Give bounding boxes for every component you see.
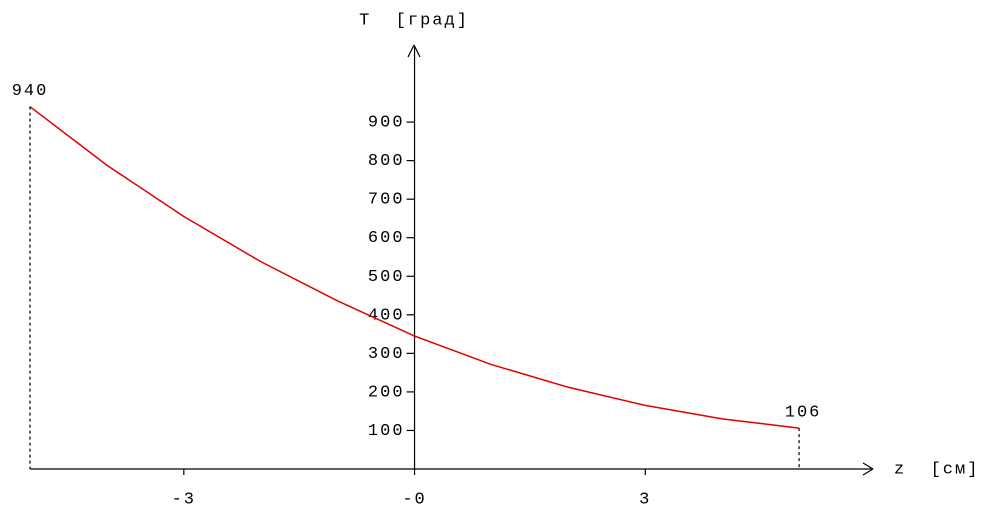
- x-axis-arrow: [862, 462, 874, 476]
- y-tick-label: 400: [368, 306, 405, 325]
- end-value-label: 940: [12, 82, 49, 101]
- x-tick-label: -0: [402, 490, 426, 506]
- y-tick-label: 500: [368, 268, 405, 287]
- y-tick-label: 800: [368, 152, 405, 171]
- y-tick-label: 200: [368, 383, 405, 402]
- y-tick-label: 100: [368, 422, 405, 441]
- x-axis-label: z [см]: [894, 460, 979, 479]
- y-tick-label: 600: [368, 229, 405, 248]
- line-series: [29, 106, 800, 429]
- y-tick-label: 300: [368, 345, 405, 364]
- x-tick-label: 3: [639, 490, 651, 506]
- y-tick-label: 700: [368, 191, 405, 210]
- x-tick-label: -3: [172, 490, 196, 506]
- y-tick-label: 900: [368, 114, 405, 133]
- y-axis-label: T [град]: [359, 11, 469, 30]
- end-value-label: 106: [785, 404, 822, 423]
